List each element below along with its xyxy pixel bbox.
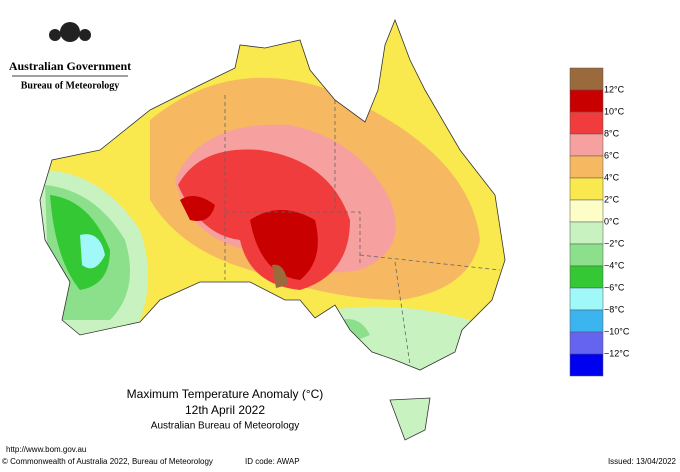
id-code: ID code: AWAP (245, 457, 300, 466)
legend-swatch (569, 309, 604, 333)
subtitle: Australian Bureau of Meteorology (151, 421, 299, 432)
legend-swatch (569, 89, 604, 113)
legend-label: −6°C (604, 282, 625, 292)
copyright: © Commonwealth of Australia 2022, Bureau… (2, 457, 213, 466)
url: http://www.bom.gov.au (6, 445, 86, 454)
legend-swatch (569, 265, 604, 289)
legend: 12°C 10°C 8°C 6°C 4°C 2°C 0°C −2°C −4°C −6°C −8°C −… (569, 67, 630, 377)
legend-label: 12°C (604, 84, 625, 94)
title: Maximum Temperature Anomaly (°C) (127, 387, 324, 401)
legend-swatch (569, 331, 604, 355)
tasmania (389, 397, 431, 441)
legend-swatch (569, 111, 604, 135)
legend-label: 2°C (604, 194, 620, 204)
legend-label: −10°C (604, 326, 630, 336)
date: 12th April 2022 (185, 403, 265, 417)
legend-swatch (569, 199, 604, 223)
crest (49, 22, 91, 42)
legend-swatch (569, 177, 604, 201)
legend-label: 0°C (604, 216, 620, 226)
legend-label: 6°C (604, 150, 620, 160)
government: Australian Government (9, 59, 131, 73)
legend-swatch (569, 133, 604, 157)
legend-swatch (569, 67, 604, 91)
issued: Issued: 13/04/2022 (608, 457, 677, 466)
legend-swatch (569, 243, 604, 267)
legend-label: 4°C (604, 172, 620, 182)
legend-swatch (569, 155, 604, 179)
legend-swatch (569, 287, 604, 311)
legend-label: −2°C (604, 238, 625, 248)
legend-swatch (569, 353, 604, 377)
legend-label: 8°C (604, 128, 620, 138)
legend-swatch (569, 221, 604, 245)
legend-label: −12°C (604, 348, 630, 358)
legend-label: −4°C (604, 260, 625, 270)
bureau: Bureau of Meteorology (21, 80, 120, 91)
legend-label: −8°C (604, 304, 625, 314)
legend-label: 10°C (604, 106, 625, 116)
